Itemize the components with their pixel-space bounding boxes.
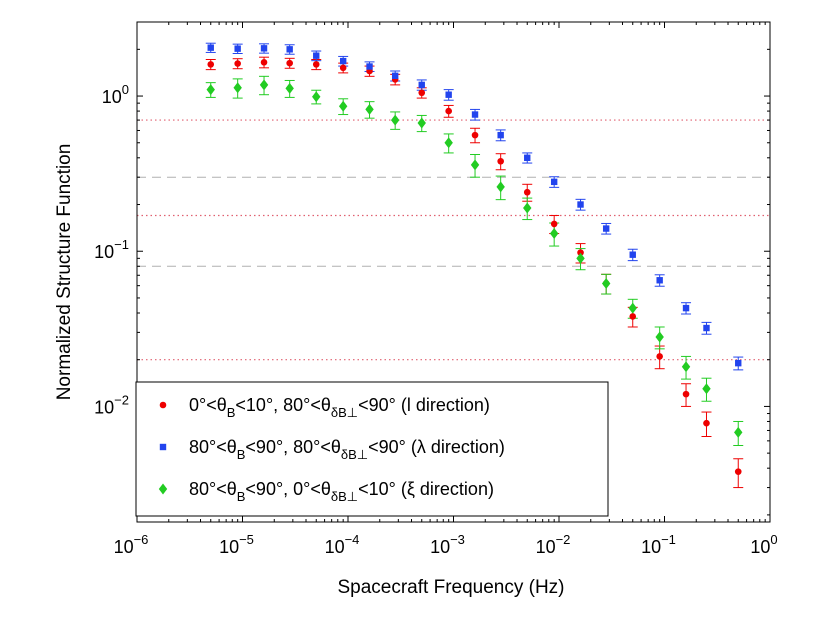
data-point-series-1 bbox=[234, 60, 241, 67]
data-point-series-2 bbox=[497, 131, 504, 139]
data-point-series-2 bbox=[524, 154, 531, 162]
legend: 0°<θB<10°, 80°<θδB⊥<90° (l direction) 80°… bbox=[135, 381, 609, 517]
legend-label-series-1: 0°<θB<10°, 80°<θδB⊥<90° (l direction) bbox=[189, 395, 490, 420]
x-tick-label: 10−5 bbox=[219, 532, 254, 557]
data-point-series-3 bbox=[549, 228, 559, 240]
data-point-series-3 bbox=[444, 137, 453, 149]
data-point-series-2 bbox=[550, 178, 558, 186]
data-point-series-2 bbox=[735, 359, 742, 367]
data-point-series-2 bbox=[339, 57, 347, 65]
data-point-series-1 bbox=[523, 188, 531, 196]
data-point-series-3 bbox=[655, 331, 664, 343]
legend-label-series-2: 80°<θB<90°, 80°<θδB⊥<90° (λ direction) bbox=[189, 437, 505, 462]
x-tick-label: 10−3 bbox=[430, 532, 465, 557]
data-point-series-3 bbox=[576, 252, 585, 264]
legend-label-series-3: 80°<θB<90°, 0°<θδB⊥<10° (ξ direction) bbox=[189, 479, 494, 504]
data-point-series-1 bbox=[734, 468, 742, 475]
data-point-series-2 bbox=[366, 63, 373, 70]
data-point-series-3 bbox=[365, 103, 374, 115]
data-point-series-2 bbox=[445, 91, 452, 98]
data-point-series-2 bbox=[234, 45, 241, 52]
data-markers bbox=[206, 44, 743, 475]
data-point-series-1 bbox=[260, 58, 268, 66]
data-point-series-2 bbox=[286, 46, 293, 53]
data-point-series-3 bbox=[206, 84, 215, 96]
data-point-series-3 bbox=[417, 117, 426, 129]
data-point-series-3 bbox=[285, 82, 294, 94]
data-point-series-3 bbox=[628, 302, 637, 314]
data-point-series-2 bbox=[703, 324, 710, 332]
legend-marker-series-3 bbox=[158, 483, 168, 495]
data-point-series-1 bbox=[577, 249, 584, 256]
data-point-series-2 bbox=[602, 225, 610, 232]
data-point-series-2 bbox=[207, 44, 214, 51]
data-point-series-1 bbox=[286, 59, 293, 67]
legend-marker-series-2 bbox=[159, 443, 167, 451]
x-tick-label: 100 bbox=[750, 532, 777, 557]
data-point-series-1 bbox=[445, 107, 452, 115]
data-point-series-1 bbox=[550, 220, 558, 228]
x-tick-label: 10−1 bbox=[641, 532, 676, 557]
reference-lines bbox=[137, 119, 770, 361]
legend-box bbox=[135, 381, 609, 517]
data-point-series-1 bbox=[207, 61, 215, 68]
data-point-series-2 bbox=[391, 72, 399, 80]
data-point-series-1 bbox=[703, 419, 710, 427]
data-point-series-3 bbox=[470, 159, 480, 171]
data-point-series-1 bbox=[471, 131, 479, 139]
data-point-series-3 bbox=[259, 79, 269, 91]
data-point-series-1 bbox=[497, 157, 504, 165]
data-point-series-2 bbox=[313, 52, 320, 59]
data-point-series-1 bbox=[629, 313, 637, 320]
data-point-series-1 bbox=[312, 61, 320, 68]
data-point-series-1 bbox=[418, 89, 426, 97]
data-point-series-3 bbox=[734, 426, 743, 438]
data-point-series-3 bbox=[233, 82, 242, 94]
data-point-series-3 bbox=[601, 277, 611, 289]
y-tick-label: 10−1 bbox=[94, 237, 129, 262]
data-point-series-2 bbox=[656, 277, 663, 284]
data-point-series-2 bbox=[577, 201, 584, 208]
data-point-series-2 bbox=[629, 251, 636, 258]
data-point-series-3 bbox=[702, 383, 711, 395]
data-point-series-1 bbox=[339, 64, 347, 72]
data-point-series-3 bbox=[523, 202, 532, 214]
data-point-series-3 bbox=[338, 100, 348, 112]
x-tick-label: 10−2 bbox=[536, 532, 571, 557]
data-point-series-2 bbox=[260, 45, 268, 52]
data-point-series-2 bbox=[418, 81, 425, 89]
data-point-series-3 bbox=[681, 361, 691, 373]
y-tick-label: 10−2 bbox=[94, 392, 129, 417]
tick-labels: 10−6 10−5 10−4 10−3 10−2 10−1 100 100 10−1 10−2 bbox=[94, 82, 777, 557]
data-point-series-3 bbox=[312, 91, 321, 103]
data-point-series-3 bbox=[390, 114, 400, 126]
data-point-series-2 bbox=[471, 111, 479, 118]
y-axis-label: Normalized Structure Function bbox=[54, 144, 75, 401]
data-point-series-3 bbox=[496, 181, 505, 193]
y-tick-label: 100 bbox=[102, 82, 129, 107]
x-tick-label: 10−6 bbox=[114, 532, 149, 557]
data-point-series-2 bbox=[682, 304, 690, 312]
x-axis-label: Spacecraft Frequency (Hz) bbox=[337, 577, 564, 598]
x-tick-label: 10−4 bbox=[325, 532, 360, 557]
legend-marker-series-1 bbox=[159, 401, 167, 409]
data-point-series-1 bbox=[656, 353, 663, 360]
data-point-series-1 bbox=[682, 390, 690, 398]
